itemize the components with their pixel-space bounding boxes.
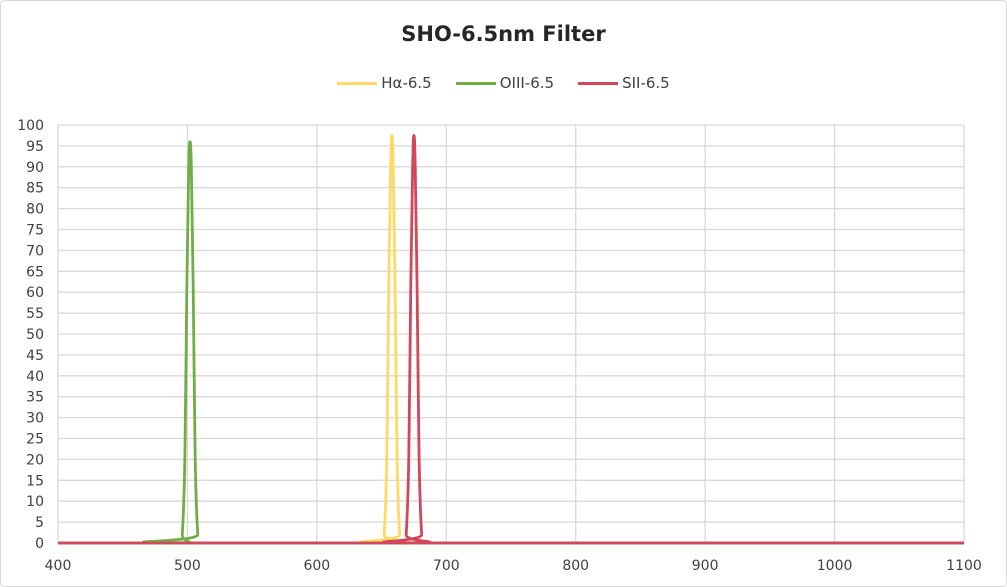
x-tick-label: 800	[562, 558, 589, 574]
legend-item-halpha: Hα-6.5	[337, 74, 432, 92]
y-tick-label: 40	[26, 369, 44, 385]
y-tick-label: 95	[26, 139, 44, 155]
y-tick-label: 50	[26, 327, 44, 343]
legend-swatch	[337, 81, 378, 85]
x-tick-label: 1100	[946, 558, 982, 574]
x-tick-label: 600	[303, 558, 330, 574]
legend-swatch	[578, 81, 619, 85]
x-tick-label: 700	[433, 558, 460, 574]
y-tick-label: 35	[26, 390, 44, 406]
legend-label: Hα-6.5	[381, 74, 432, 92]
y-tick-label: 5	[35, 515, 44, 531]
y-tick-label: 20	[26, 452, 44, 468]
y-tick-label: 60	[26, 285, 44, 301]
legend-label: OIII-6.5	[499, 74, 555, 92]
x-tick-label: 400	[45, 558, 72, 574]
y-tick-label: 75	[26, 223, 44, 239]
y-tick-label: 15	[26, 473, 44, 489]
x-tick-label: 1000	[817, 558, 853, 574]
y-tick-label: 70	[26, 243, 44, 259]
y-tick-label: 65	[26, 264, 44, 280]
y-tick-label: 85	[26, 181, 44, 197]
y-tick-label: 55	[26, 306, 44, 322]
x-tick-label: 900	[692, 558, 719, 574]
legend-swatch	[455, 81, 496, 85]
legend: Hα-6.5 OIII-6.5 SII-6.5	[0, 74, 1007, 92]
series-line-1	[57, 140, 964, 545]
y-tick-label: 80	[26, 202, 44, 218]
y-tick-label: 25	[26, 432, 44, 448]
chart-title: SHO-6.5nm Filter	[401, 22, 606, 46]
y-tick-label: 30	[26, 411, 44, 427]
y-tick-label: 90	[26, 160, 44, 176]
y-tick-label: 0	[35, 536, 44, 552]
legend-item-oiii: OIII-6.5	[455, 74, 555, 92]
y-tick-label: 10	[26, 494, 44, 510]
x-tick-label: 500	[174, 558, 201, 574]
y-tick-label: 100	[17, 118, 44, 134]
legend-item-sii: SII-6.5	[578, 74, 670, 92]
y-tick-label: 45	[26, 348, 44, 364]
series-line-2	[57, 134, 964, 545]
legend-label: SII-6.5	[622, 74, 670, 92]
